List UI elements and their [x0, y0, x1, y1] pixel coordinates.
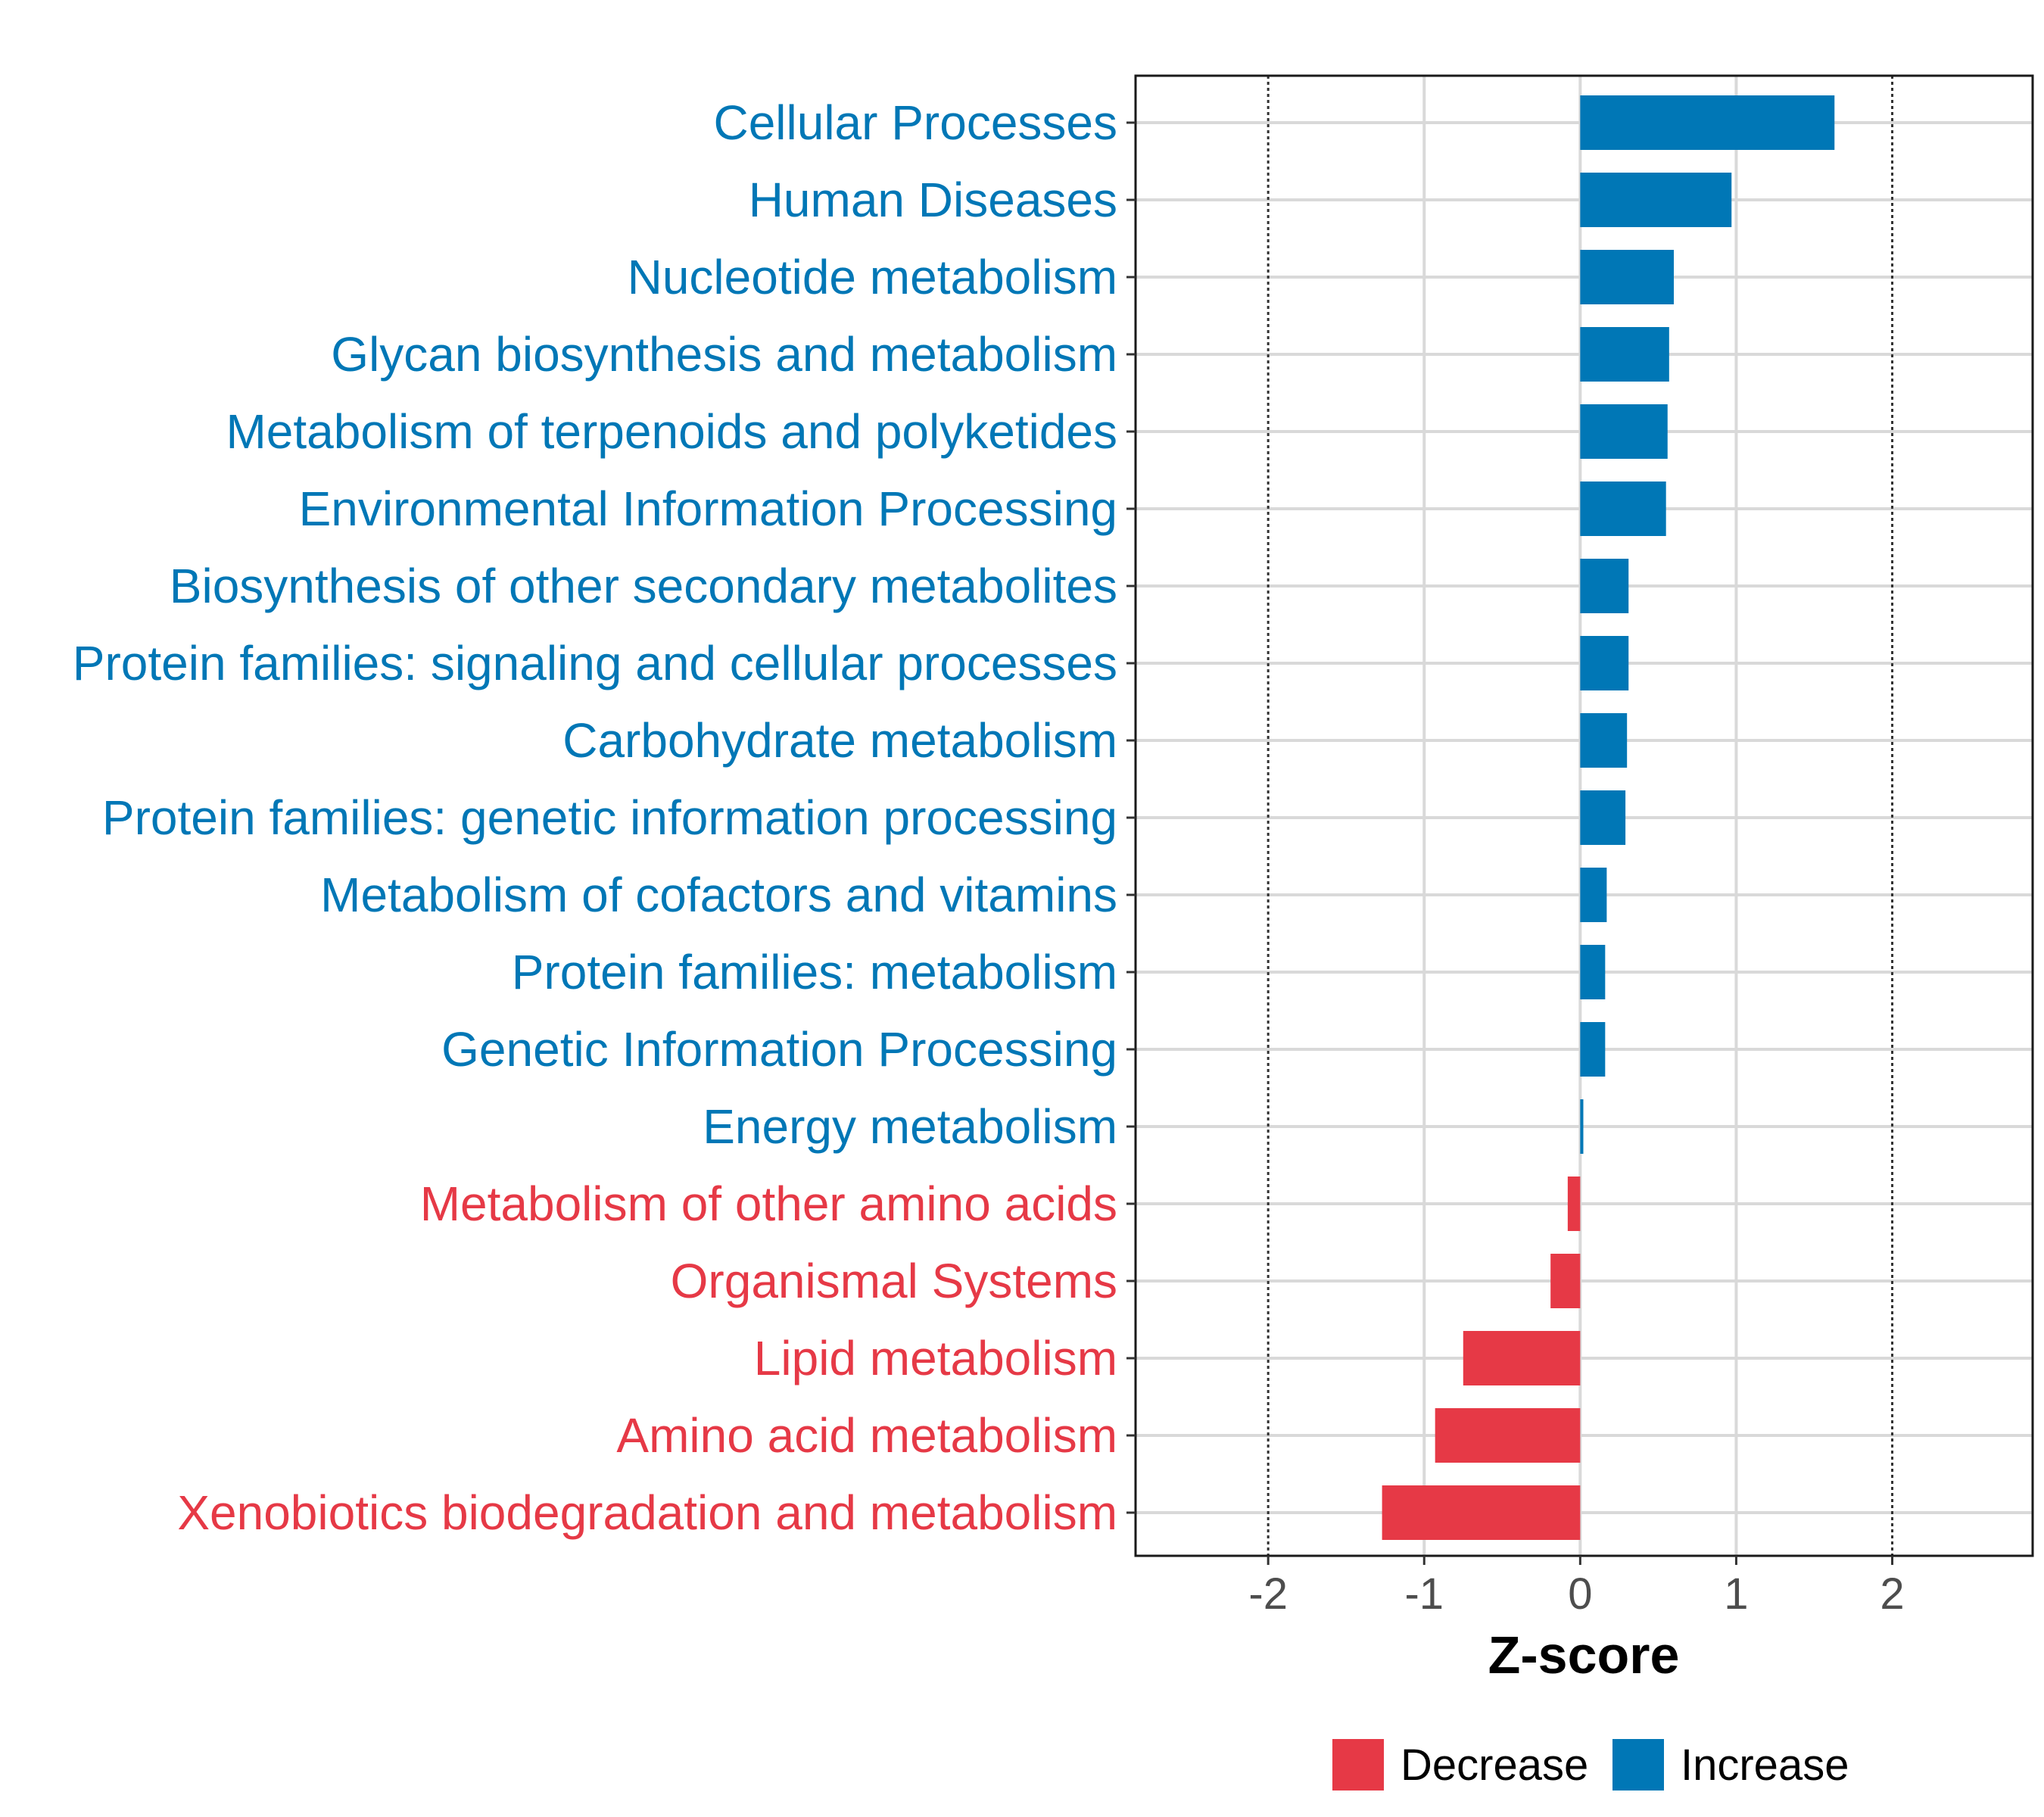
bar	[1580, 790, 1626, 845]
bar	[1580, 1022, 1606, 1077]
category-label: Biosynthesis of other secondary metaboli…	[170, 559, 1117, 613]
y-axis: Cellular Processes Human Diseases Nucleoti…	[73, 95, 1136, 1540]
x-tick-label: -1	[1404, 1569, 1444, 1619]
legend-swatch	[1612, 1739, 1664, 1791]
category-label: Carbohydrate metabolism	[562, 713, 1117, 768]
x-tick-label: 0	[1568, 1569, 1592, 1619]
bar	[1580, 713, 1628, 768]
category-label: Lipid metabolism	[754, 1331, 1117, 1385]
category-label: Metabolism of cofactors and vitamins	[320, 868, 1117, 922]
legend-swatch	[1332, 1739, 1384, 1791]
category-label: Energy metabolism	[703, 1099, 1117, 1154]
category-label: Human Diseases	[749, 173, 1117, 227]
category-label: Glycan biosynthesis and metabolism	[331, 327, 1117, 382]
bar	[1580, 945, 1606, 999]
legend-label: Decrease	[1401, 1741, 1588, 1790]
category-label: Protein families: genetic information pr…	[102, 790, 1117, 845]
bar	[1580, 482, 1666, 536]
bar	[1567, 1177, 1581, 1231]
bar	[1580, 327, 1669, 382]
category-label: Cellular Processes	[713, 95, 1117, 150]
category-label: Organismal Systems	[671, 1254, 1117, 1308]
x-tick-label: 2	[1880, 1569, 1904, 1619]
category-label: Protein families: signaling and cellular…	[73, 636, 1117, 690]
bar	[1550, 1254, 1581, 1308]
x-axis: -2 -1 0 1 2	[1248, 1556, 1905, 1619]
category-label: Amino acid metabolism	[616, 1408, 1117, 1463]
legend: Decrease Increase	[1332, 1739, 1849, 1791]
bar	[1580, 95, 1835, 150]
bar	[1580, 404, 1668, 459]
legend-label: Increase	[1681, 1741, 1849, 1790]
bar	[1580, 868, 1607, 922]
category-label: Protein families: metabolism	[512, 945, 1117, 999]
category-label: Xenobiotics biodegradation and metabolis…	[177, 1485, 1117, 1540]
bar	[1580, 173, 1732, 227]
x-axis-title: Z-score	[1488, 1625, 1680, 1685]
x-tick-label: -2	[1248, 1569, 1288, 1619]
bar	[1580, 559, 1629, 613]
bar	[1580, 1099, 1584, 1154]
category-label: Environmental Information Processing	[299, 482, 1117, 536]
bar	[1580, 250, 1674, 304]
bars-layer	[1382, 95, 1835, 1540]
bar	[1435, 1408, 1581, 1463]
bar	[1463, 1331, 1581, 1385]
category-label: Nucleotide metabolism	[628, 250, 1117, 304]
panel-border	[1134, 74, 2034, 1557]
bar	[1580, 636, 1629, 690]
category-label: Metabolism of terpenoids and polyketides	[226, 404, 1117, 459]
category-label: Genetic Information Processing	[441, 1022, 1117, 1077]
category-label: Metabolism of other amino acids	[420, 1177, 1117, 1231]
bar	[1382, 1485, 1581, 1540]
x-tick-label: 1	[1724, 1569, 1748, 1619]
